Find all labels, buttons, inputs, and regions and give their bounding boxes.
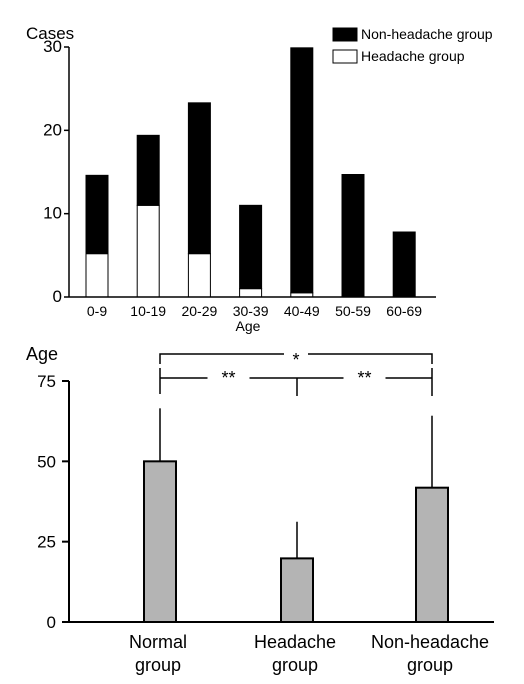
non-headache-bar — [187, 102, 211, 255]
bottom-y-axis-title: Age — [26, 344, 58, 364]
non-headache-bar — [85, 174, 109, 255]
non-headache-bar — [341, 174, 365, 298]
significance-marker: ** — [357, 368, 371, 388]
top-y-tick-label: 10 — [43, 204, 62, 223]
mean-age-bar — [143, 460, 177, 624]
bottom-y-tick-label: 50 — [37, 452, 56, 471]
non-headache-bar — [239, 204, 263, 290]
non-headache-bar — [392, 231, 416, 298]
top-y-tick-label: 30 — [43, 37, 62, 56]
significance-bracket — [159, 353, 433, 364]
legend-swatch — [332, 49, 358, 64]
mean-age-bar — [415, 486, 449, 624]
legend-label: Non-headache group — [361, 26, 493, 42]
top-x-tick-label: 30-39 — [233, 303, 269, 319]
category-label-line2: group — [407, 655, 453, 675]
category-label-line1: Normal — [129, 632, 187, 652]
top-x-tick-label: 50-59 — [335, 303, 371, 319]
top-x-tick-label: 10-19 — [130, 303, 166, 319]
legend: Non-headache group Headache group — [332, 26, 493, 64]
significance-marker: * — [292, 350, 299, 370]
bottom-y-tick-label: 75 — [37, 372, 56, 391]
bottom-y-tick-label: 25 — [37, 533, 56, 552]
significance-marker: ** — [221, 368, 235, 388]
category-label-line2: group — [135, 655, 181, 675]
cases-by-age-chart: Cases 0 10 20 30 0-9 10-19 20-29 30-39 40-49 50-… — [26, 24, 493, 334]
top-x-tick-label: 0-9 — [87, 303, 107, 319]
non-headache-bar — [136, 134, 160, 206]
top-y-axis-title: Cases — [26, 24, 74, 43]
top-x-tick-label: 40-49 — [284, 303, 320, 319]
headache-bar — [239, 288, 263, 298]
non-headache-bar — [290, 47, 314, 294]
legend-swatch — [332, 27, 358, 42]
category-label-line1: Headache — [254, 632, 336, 652]
legend-label: Headache group — [361, 48, 465, 64]
headache-bar — [85, 253, 109, 298]
top-x-axis-title: Age — [236, 318, 261, 334]
mean-age-bar — [280, 557, 314, 623]
bottom-y-tick-label: 0 — [47, 613, 56, 632]
top-y-tick-label: 0 — [53, 287, 62, 306]
top-y-tick-label: 20 — [43, 120, 62, 139]
category-label-line2: group — [272, 655, 318, 675]
category-label-line1: Non-headache — [371, 632, 489, 652]
top-x-tick-label: 60-69 — [386, 303, 422, 319]
top-x-tick-label: 20-29 — [181, 303, 217, 319]
headache-bar — [187, 253, 211, 298]
headache-bar — [136, 204, 160, 298]
mean-age-chart: Age 0 25 50 75 Normal group Headache group Non-… — [26, 344, 494, 675]
